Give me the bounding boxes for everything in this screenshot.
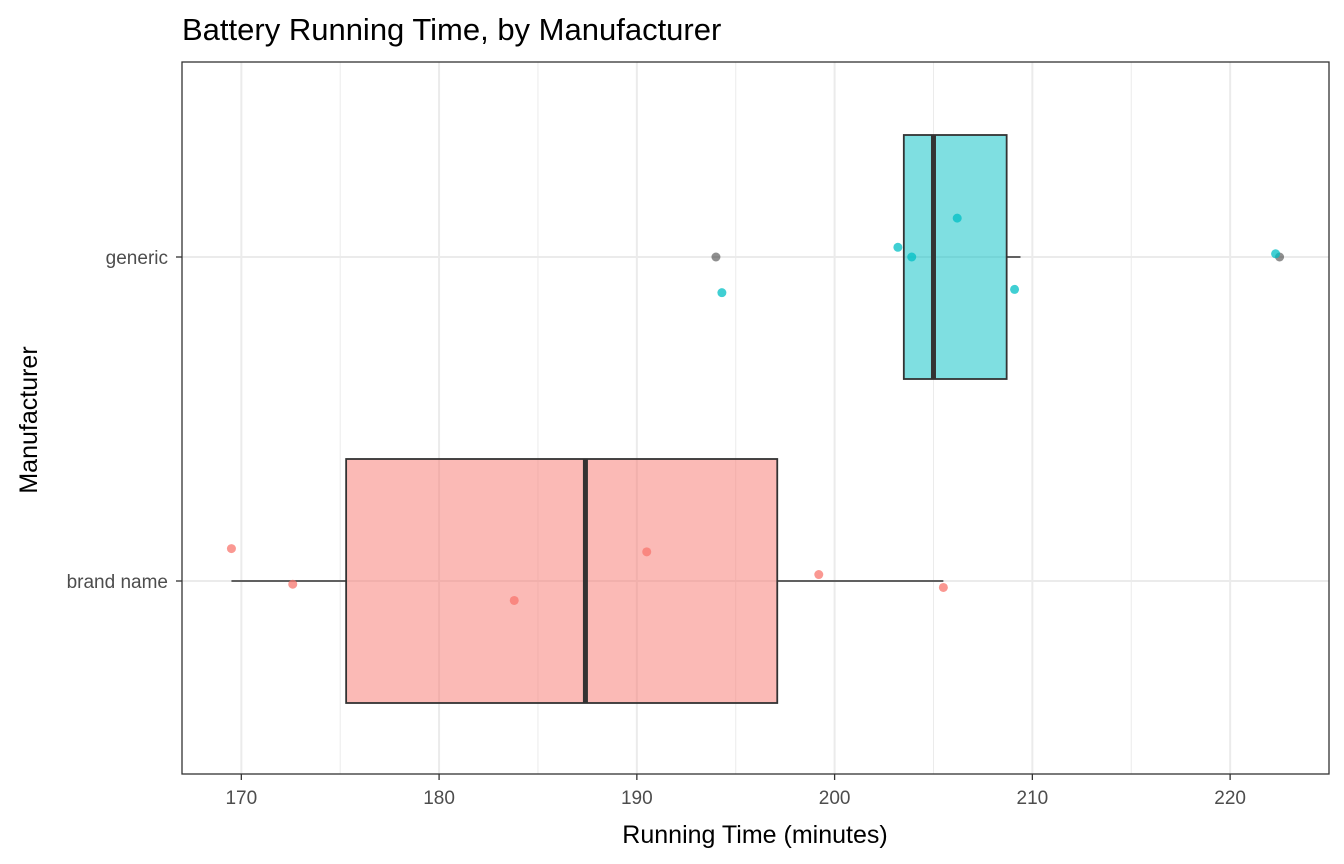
axes: 170 180 190 200 210 220 brand name generic xyxy=(67,248,1246,809)
data-point xyxy=(814,570,824,580)
boxes xyxy=(231,134,1285,704)
data-point xyxy=(938,582,948,592)
x-tick-label: 210 xyxy=(1017,788,1049,809)
box-brand-name xyxy=(345,458,779,704)
x-tick-label: 170 xyxy=(225,788,257,809)
data-point xyxy=(1010,284,1020,294)
data-point xyxy=(952,213,962,223)
x-axis-title: Running Time (minutes) xyxy=(622,821,887,849)
data-point xyxy=(642,547,652,557)
y-tick-label: generic xyxy=(106,248,168,269)
x-tick-label: 180 xyxy=(423,788,455,809)
plot-panel-border xyxy=(181,61,1330,775)
outlier-point xyxy=(711,252,721,262)
data-point xyxy=(893,242,903,252)
x-tick-label: 220 xyxy=(1214,788,1246,809)
data-point xyxy=(717,288,727,298)
data-point xyxy=(509,595,519,605)
chart-title: Battery Running Time, by Manufacturer xyxy=(182,12,721,47)
x-tick-label: 200 xyxy=(819,788,851,809)
y-tick-label: brand name xyxy=(67,572,168,593)
box-generic xyxy=(902,134,1008,380)
points xyxy=(226,213,1281,605)
y-axis-title: Manufacturer xyxy=(15,346,43,493)
data-point xyxy=(226,544,236,554)
data-point xyxy=(288,579,298,589)
x-tick-label: 190 xyxy=(621,788,653,809)
data-point xyxy=(1271,249,1281,259)
data-point xyxy=(907,252,917,262)
